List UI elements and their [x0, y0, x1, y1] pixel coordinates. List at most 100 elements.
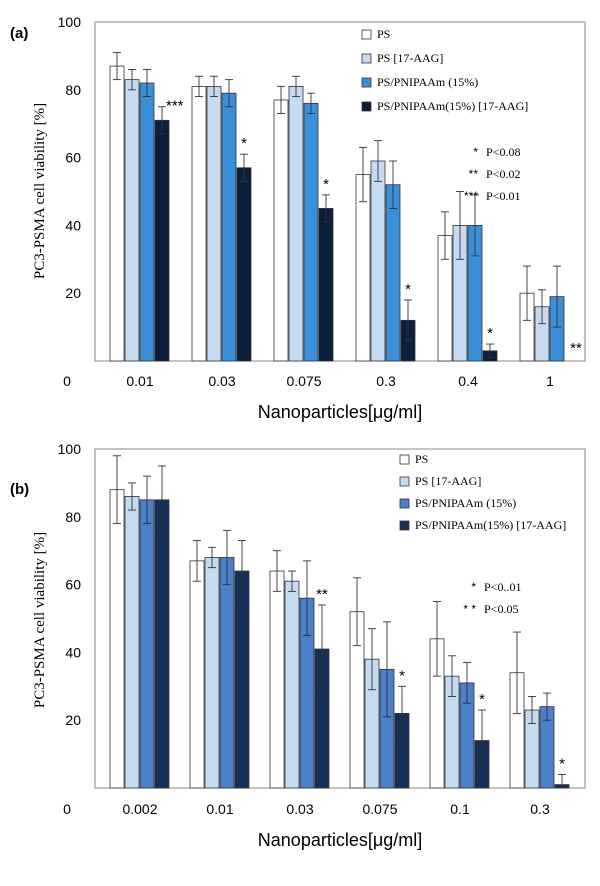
legend-label: PS: [415, 452, 428, 466]
x-tick-label: 0.03: [286, 801, 313, 817]
legend-a: PS PS [17-AAG] PS/PNIPAAm (15%) PS/PNIPAAm(…: [361, 27, 528, 113]
bar: [385, 184, 401, 362]
legend-label: PS/PNIPAAm (15%): [377, 75, 478, 89]
significance-mark: *: [241, 135, 247, 152]
significance-stars: **: [469, 167, 479, 181]
bar: [139, 499, 155, 789]
x-tick-labels-b: 0.002 0.01 0.03 0.075 0.1 0.3: [122, 801, 549, 817]
x-tick-label: 0.002: [122, 801, 157, 817]
legend-swatch: [361, 77, 372, 88]
bar: [219, 557, 235, 789]
y-tick-label: 40: [65, 217, 81, 233]
bar: [109, 489, 125, 789]
x-tick-label: 0.01: [206, 801, 233, 817]
y-tick-label: 20: [65, 712, 81, 728]
significance-text: P<0.01: [486, 189, 520, 203]
bar: [109, 65, 125, 362]
bar: [370, 160, 386, 362]
bar: [234, 570, 250, 789]
significance-legend-a: * P<0.08 ** P<0.02 *** P<0.01: [464, 145, 520, 203]
y-axis-label-a: PC3-PSMA cell viability [%]: [32, 103, 48, 279]
legend-swatch: [361, 53, 372, 64]
y-tick-label: 100: [58, 14, 82, 30]
bar: [284, 580, 300, 789]
bar: [303, 102, 319, 362]
x-tick-label: 0.4: [458, 373, 478, 389]
legend-swatch: [399, 498, 410, 509]
x-tick-labels-a: 0.01 0.03 0.075 0.3 0.4 1: [126, 373, 554, 389]
x-tick-label: 1: [546, 373, 554, 389]
plot-area-a: [94, 21, 586, 362]
bar: [236, 167, 252, 362]
significance-mark: **: [316, 586, 328, 603]
x-tick-label: 0.3: [530, 801, 550, 817]
legend-label: PS/PNIPAAm(15%) [17-AAG]: [377, 99, 528, 113]
x-tick-label: 0.03: [208, 373, 235, 389]
plot-area-b: [94, 448, 586, 789]
y-tick-label: 100: [58, 441, 82, 457]
y-tick-label: 80: [65, 509, 81, 525]
bar: [355, 174, 371, 362]
significance-text: P<0.08: [486, 145, 520, 159]
y-tick-labels-a: 20 40 60 80 100: [58, 14, 82, 301]
bars-b: *****: [109, 455, 570, 789]
bar: [206, 86, 222, 362]
x-tick-label: 0.1: [450, 801, 470, 817]
legend-label: PS/PNIPAAm (15%): [415, 496, 516, 510]
y-axis-label-b: PC3-PSMA cell viability [%]: [32, 532, 48, 708]
legend-swatch: [361, 29, 372, 40]
significance-text: P<0.02: [486, 167, 520, 181]
significance-mark: ***: [166, 97, 184, 114]
significance-mark: *: [323, 176, 329, 193]
bar: [139, 82, 155, 362]
bar: [204, 557, 220, 789]
bar: [154, 119, 170, 362]
significance-text: P<0..01: [484, 580, 521, 594]
significance-mark: *: [479, 691, 485, 708]
bar: [191, 86, 207, 362]
significance-mark: *: [405, 281, 411, 298]
significance-legend-b: * P<0..01 * * P<0.05: [463, 580, 521, 616]
x-tick-label: 0.075: [286, 373, 321, 389]
bar: [273, 99, 289, 362]
x-tick-label: 0.3: [376, 373, 396, 389]
legend-swatch: [399, 476, 410, 487]
x-tick-label: 0.075: [362, 801, 397, 817]
y-tick-label: 60: [65, 150, 81, 166]
x-axis-label-b: Nanoparticles[μg/ml]: [258, 830, 422, 850]
legend-swatch: [399, 454, 410, 465]
significance-stars: *: [473, 145, 478, 159]
significance-text: P<0.05: [484, 602, 518, 616]
legend-label: PS [17-AAG]: [415, 474, 481, 488]
x-tick-label: 0.01: [126, 373, 153, 389]
bar: [124, 496, 140, 789]
legend-label: PS/PNIPAAm(15%) [17-AAG]: [415, 518, 566, 532]
legend-label: PS: [377, 27, 390, 41]
bar: [288, 86, 304, 362]
legend-swatch: [399, 520, 410, 531]
panel-label-b: (b): [10, 481, 29, 498]
significance-mark: *: [487, 325, 493, 342]
y-tick-labels-b: 20 40 60 80 100: [58, 441, 82, 728]
zero-label-b: 0: [63, 801, 71, 817]
legend-swatch: [361, 101, 372, 112]
x-axis-label-a: Nanoparticles[μg/ml]: [258, 402, 422, 422]
bar: [221, 92, 237, 362]
y-tick-label: 60: [65, 577, 81, 593]
significance-stars: *: [471, 580, 476, 594]
bar: [269, 570, 285, 789]
zero-label-a: 0: [63, 373, 71, 389]
bar: [124, 79, 140, 362]
panel-label-a: (a): [10, 25, 28, 42]
legend-b: PS PS [17-AAG] PS/PNIPAAm (15%) PS/PNIPAAm(…: [399, 452, 566, 532]
y-tick-label: 80: [65, 82, 81, 98]
significance-mark: *: [559, 755, 565, 772]
significance-mark: **: [570, 340, 582, 357]
legend-label: PS [17-AAG]: [377, 51, 443, 65]
significance-mark: *: [399, 667, 405, 684]
bar: [154, 499, 170, 789]
bars-a: *********: [109, 52, 582, 362]
